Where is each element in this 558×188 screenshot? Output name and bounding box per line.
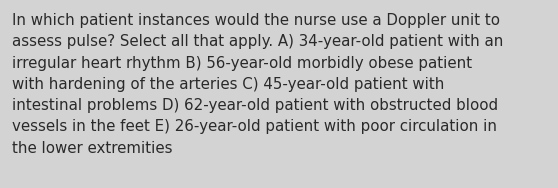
Text: In which patient instances would the nurse use a Doppler unit to
assess pulse? S: In which patient instances would the nur… (12, 13, 504, 156)
